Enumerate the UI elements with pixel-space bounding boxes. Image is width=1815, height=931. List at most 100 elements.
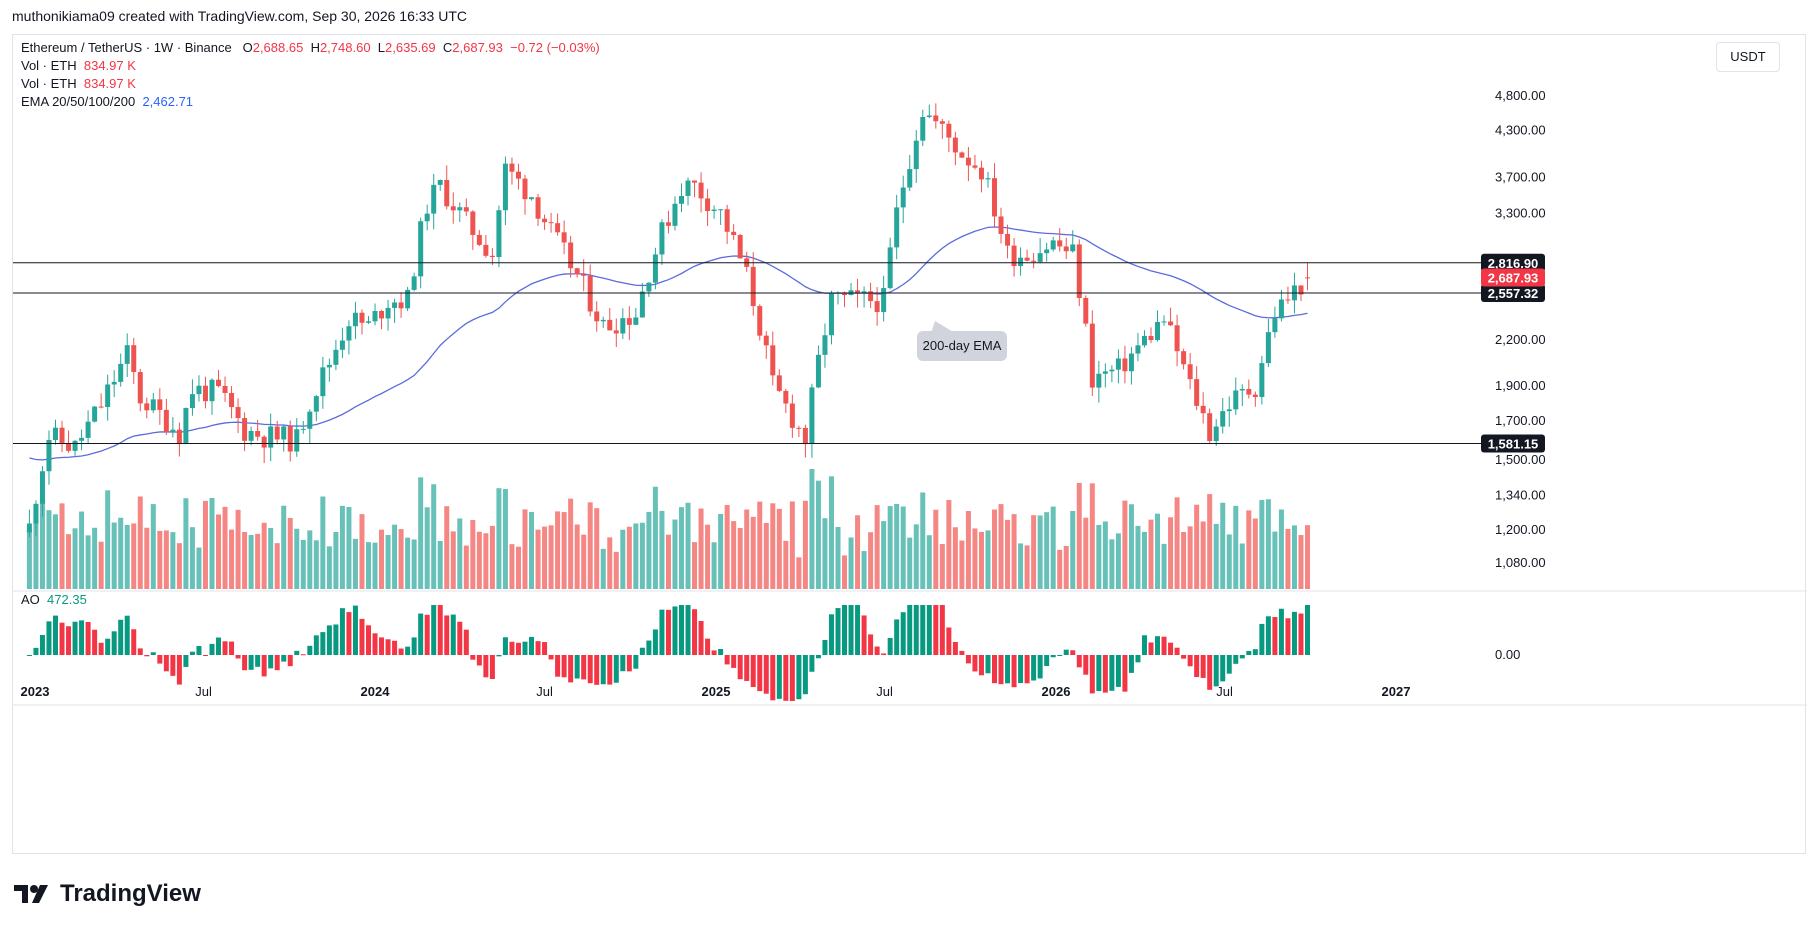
volume-bar xyxy=(1220,502,1226,589)
candle-body xyxy=(692,180,698,183)
ao-bar xyxy=(626,655,632,672)
candle-body xyxy=(1050,240,1056,250)
candle-body xyxy=(620,318,626,334)
ao-bar xyxy=(59,622,65,655)
candle-body xyxy=(189,394,195,409)
ao-bar xyxy=(92,629,98,655)
ao-bar xyxy=(718,649,724,655)
candle-body xyxy=(1037,253,1043,262)
candle-body xyxy=(1102,371,1108,374)
ao-bar xyxy=(620,655,626,672)
ao-bar xyxy=(1239,655,1245,659)
ao-bar xyxy=(392,640,398,655)
ao-bar xyxy=(1174,647,1180,655)
candle-body xyxy=(274,426,280,440)
volume-bar xyxy=(346,506,352,589)
volume-bar xyxy=(137,496,143,589)
ao-bar xyxy=(1265,616,1271,655)
ao-bar xyxy=(372,633,378,655)
candle-body xyxy=(946,123,952,138)
ao-bar xyxy=(933,605,939,655)
candle-body xyxy=(933,115,939,122)
currency-button[interactable]: USDT xyxy=(1716,42,1780,72)
ao-bar xyxy=(1252,649,1258,655)
volume-bar xyxy=(1083,517,1089,589)
volume-bar xyxy=(1063,545,1069,589)
candle-body xyxy=(731,231,737,236)
ao-bar xyxy=(365,625,371,655)
candle-body xyxy=(1168,321,1174,326)
volume-bar xyxy=(1115,533,1121,589)
ao-bar xyxy=(822,639,828,655)
ao-bar xyxy=(1155,636,1161,655)
candle-body xyxy=(815,354,821,388)
ao-bar xyxy=(313,635,319,655)
chart-canvas[interactable]: 4,800.00 4,300.00 3,700.00 3,300.00 2,200.00… xyxy=(13,35,1807,855)
volume-bar xyxy=(118,517,124,589)
ao-bar xyxy=(907,605,913,655)
volume-bar xyxy=(1128,504,1134,589)
volume-bar xyxy=(652,486,658,589)
volume-bar xyxy=(1018,543,1024,589)
ao-bar xyxy=(294,650,300,655)
chart-frame[interactable]: 4,800.00 4,300.00 3,700.00 3,300.00 2,200.00… xyxy=(12,34,1807,855)
volume-bar xyxy=(470,520,476,589)
candle-body xyxy=(561,232,567,243)
ao-bar xyxy=(1115,655,1121,687)
ao-bar xyxy=(1246,650,1252,655)
ao-bar xyxy=(861,615,867,655)
candle-body xyxy=(418,221,424,277)
volume-bar xyxy=(705,524,711,589)
candle-body xyxy=(1063,246,1069,252)
candle-body xyxy=(633,317,639,325)
volume-bar xyxy=(229,529,235,589)
candle-body xyxy=(574,268,580,275)
candle-body xyxy=(965,157,971,166)
x-tick-label: Jul xyxy=(1216,684,1233,699)
candle-body xyxy=(144,403,150,411)
candle-body xyxy=(1070,244,1076,252)
ao-bar xyxy=(437,605,443,655)
ao-bar xyxy=(255,655,261,667)
candle-body xyxy=(463,207,469,212)
candle-body xyxy=(1089,323,1095,388)
ao-bar xyxy=(26,655,32,656)
ao-bar xyxy=(1298,613,1304,655)
candle-body xyxy=(326,364,332,368)
candle-body xyxy=(437,180,443,185)
ao-bar xyxy=(1083,655,1089,675)
ao-bar xyxy=(1148,642,1154,655)
volume-bar xyxy=(587,502,593,589)
ao-bar xyxy=(1037,655,1043,679)
ao-bar xyxy=(587,655,593,684)
ao-bar xyxy=(333,624,339,655)
ao-bar xyxy=(992,655,998,684)
ao-bar xyxy=(561,655,567,678)
candle-body xyxy=(1252,394,1258,398)
volume-bar xyxy=(418,477,424,589)
volume-bar xyxy=(509,544,515,589)
candle-body xyxy=(1141,335,1147,346)
volume-bar xyxy=(672,519,678,589)
x-tick-label: Jul xyxy=(876,684,893,699)
candle-body xyxy=(72,440,78,451)
ao-bar xyxy=(607,655,613,685)
x-tick-label: 2023 xyxy=(21,684,50,699)
candle-body xyxy=(1096,373,1102,388)
high-value: 2,748.60 xyxy=(319,40,371,55)
volume-bar xyxy=(809,469,815,589)
ao-bar xyxy=(881,653,887,655)
ao-bar xyxy=(470,655,476,660)
volume-bar xyxy=(894,503,900,589)
candle-body xyxy=(920,117,926,141)
ao-bar xyxy=(457,621,463,655)
ao-bar xyxy=(744,655,750,681)
candle-body xyxy=(757,306,763,336)
y-tick-label: 4,800.00 xyxy=(1495,88,1546,103)
candle-body xyxy=(405,289,411,309)
volume-bar xyxy=(959,540,965,589)
volume-bar xyxy=(1252,518,1258,589)
candle-body xyxy=(1194,379,1200,406)
ao-bar xyxy=(222,641,228,655)
candle-body xyxy=(170,429,176,433)
